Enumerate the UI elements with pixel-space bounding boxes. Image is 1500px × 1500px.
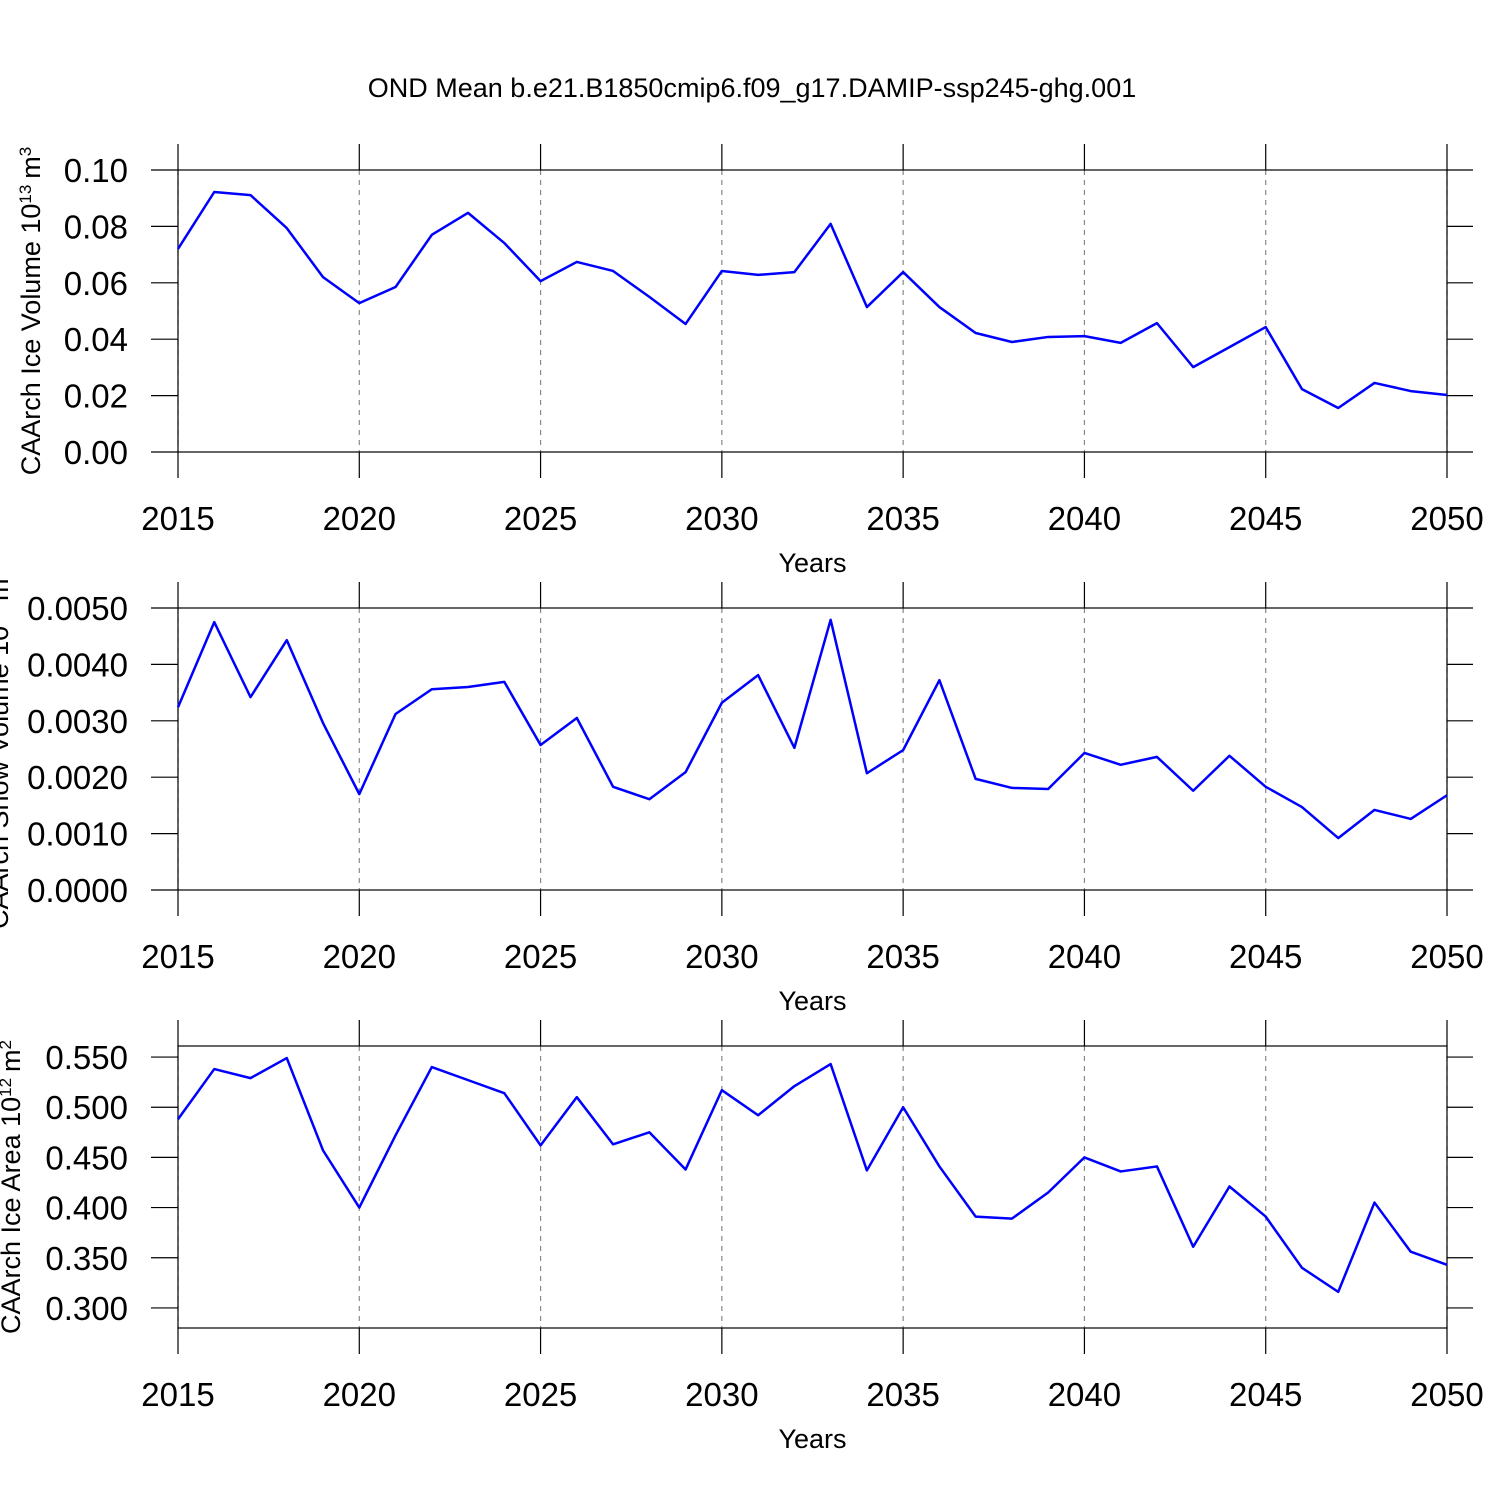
y-axis-label-exponent: 12: [0, 1078, 15, 1097]
x-tick-label: 2020: [323, 938, 396, 975]
y-axis-label-exponent: 13: [16, 185, 35, 204]
x-tick-label: 2045: [1229, 500, 1302, 537]
y-axis-label-text: CAArch Ice Area 10: [0, 1097, 26, 1334]
figure-title: OND Mean b.e21.B1850cmip6.f09_g17.DAMIP-…: [368, 73, 1136, 103]
y-tick-label: 0.500: [45, 1089, 128, 1126]
y-axis-label: CAArch Snow Volume 1013 m3: [0, 569, 14, 929]
x-tick-label: 2050: [1410, 1376, 1483, 1413]
y-tick-label: 0.0050: [27, 590, 128, 627]
y-axis-label-text: CAArch Ice Volume 10: [16, 204, 46, 476]
x-tick-label: 2040: [1048, 1376, 1121, 1413]
y-tick-label: 0.450: [45, 1139, 128, 1176]
x-tick-label: 2035: [866, 1376, 939, 1413]
y-tick-label: 0.0020: [27, 759, 128, 796]
plot-frame: [177, 169, 1448, 453]
x-tick-label: 2035: [866, 500, 939, 537]
x-tick-label: 2050: [1410, 938, 1483, 975]
y-tick-label: 0.0000: [27, 872, 128, 909]
x-tick-label: 2025: [504, 500, 577, 537]
y-tick-label: 0.02: [64, 378, 128, 415]
plot-frame: [177, 1045, 1448, 1329]
x-axis-label: Years: [778, 986, 846, 1016]
y-tick-label: 0.550: [45, 1039, 128, 1076]
x-tick-label: 2025: [504, 938, 577, 975]
x-tick-label: 2015: [141, 938, 214, 975]
y-axis-label-exponent: 2: [0, 1040, 15, 1049]
y-tick-label: 0.300: [45, 1290, 128, 1327]
x-tick-label: 2030: [685, 500, 758, 537]
x-tick-label: 2050: [1410, 500, 1483, 537]
y-tick-label: 0.04: [64, 321, 128, 358]
plot-frame: [177, 607, 1448, 891]
y-axis-label-exponent: 3: [16, 147, 35, 156]
y-axis-label: CAArch Ice Volume 1013 m3: [16, 147, 47, 476]
x-tick-label: 2030: [685, 1376, 758, 1413]
y-tick-label: 0.350: [45, 1240, 128, 1277]
y-axis-label-exponent: 13: [0, 607, 3, 626]
y-tick-label: 0.0010: [27, 816, 128, 853]
x-tick-label: 2035: [866, 938, 939, 975]
y-tick-label: 0.00: [64, 434, 128, 471]
y-tick-label: 0.0030: [27, 703, 128, 740]
y-tick-label: 0.0040: [27, 646, 128, 683]
data-line: [176, 1056, 1448, 1294]
y-tick-label: 0.400: [45, 1190, 128, 1227]
x-tick-label: 2015: [141, 500, 214, 537]
y-tick-label: 0.10: [64, 152, 128, 189]
y-axis-label-text: m: [16, 156, 46, 179]
y-axis-label: CAArch Ice Area 1012 m2: [0, 1040, 26, 1334]
x-axis-label: Years: [778, 548, 846, 578]
x-tick-label: 2030: [685, 938, 758, 975]
x-tick-label: 2025: [504, 1376, 577, 1413]
y-tick-label: 0.06: [64, 265, 128, 302]
y-axis-label-text: CAArch Snow Volume 10: [0, 626, 14, 929]
x-tick-label: 2045: [1229, 938, 1302, 975]
x-axis-label: Years: [778, 1424, 846, 1454]
data-line: [176, 190, 1448, 410]
x-tick-label: 2020: [323, 1376, 396, 1413]
y-axis-label-exponent: 3: [0, 569, 3, 578]
x-tick-label: 2045: [1229, 1376, 1302, 1413]
x-tick-label: 2015: [141, 1376, 214, 1413]
data-line: [176, 618, 1448, 840]
x-tick-label: 2040: [1048, 938, 1121, 975]
x-tick-label: 2040: [1048, 500, 1121, 537]
y-axis-label-text: m: [0, 1049, 26, 1072]
y-axis-label-text: m: [0, 578, 14, 601]
y-tick-label: 0.08: [64, 208, 128, 245]
x-tick-label: 2020: [323, 500, 396, 537]
